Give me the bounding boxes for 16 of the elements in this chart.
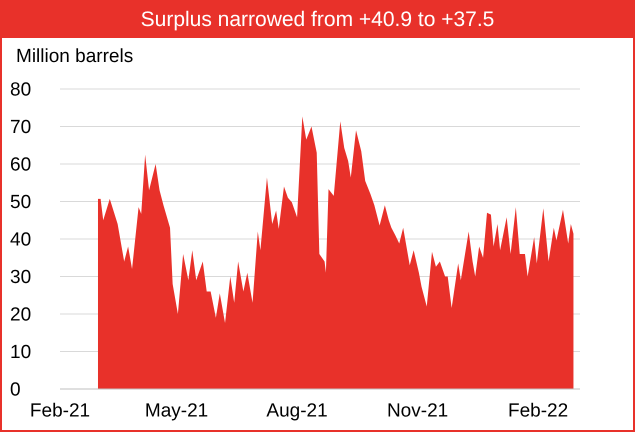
- y-tick-label: 60: [10, 154, 32, 176]
- x-tick-label: Feb-22: [508, 400, 568, 422]
- x-tick-label: Feb-21: [30, 400, 90, 422]
- y-tick-label: 20: [10, 304, 32, 326]
- x-tick-label: Nov-21: [386, 400, 448, 422]
- y-axis-title: Million barrels: [16, 46, 134, 68]
- y-tick-label: 0: [10, 380, 21, 401]
- y-tick-label: 50: [10, 192, 32, 214]
- x-tick-label: Aug-21: [266, 400, 328, 422]
- y-tick-label: 30: [10, 267, 32, 288]
- x-tick-label: May-21: [144, 400, 208, 422]
- y-tick-label: 70: [10, 117, 32, 138]
- y-tick-label: 80: [10, 80, 32, 101]
- chart-title: Surplus narrowed from +40.9 to +37.5: [2, 2, 633, 38]
- y-tick-label: 40: [10, 230, 32, 251]
- y-tick-label: 10: [10, 342, 32, 364]
